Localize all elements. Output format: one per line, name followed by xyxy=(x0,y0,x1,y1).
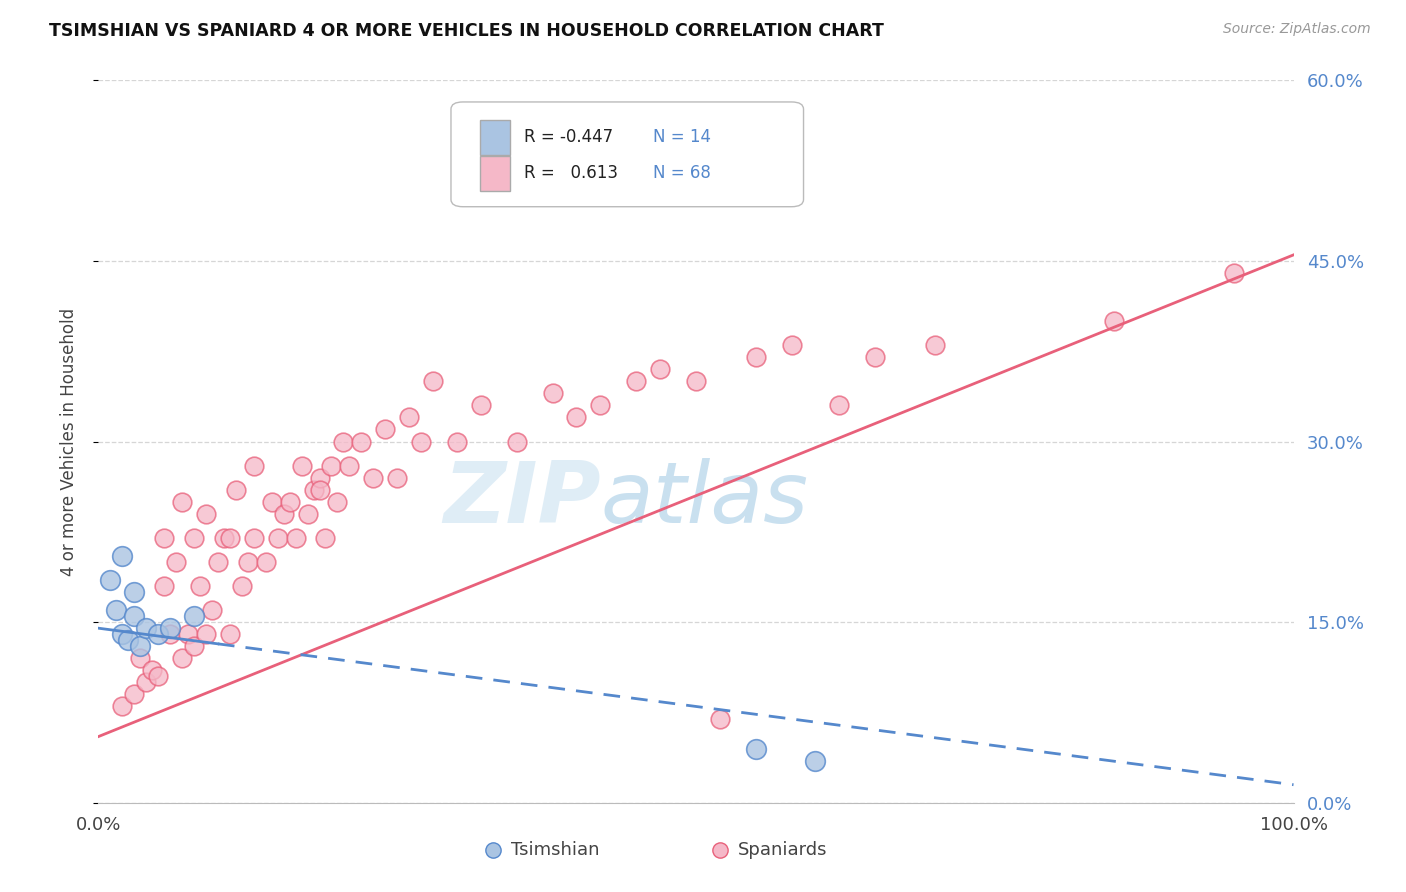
Point xyxy=(177,627,200,641)
Point xyxy=(195,627,218,641)
Point xyxy=(135,621,157,635)
Point xyxy=(308,471,330,485)
Point xyxy=(326,494,349,508)
Text: atlas: atlas xyxy=(600,458,808,541)
Point xyxy=(470,398,492,412)
Text: Tsimshian: Tsimshian xyxy=(510,841,599,859)
Point xyxy=(302,483,325,497)
Point xyxy=(195,507,218,521)
Point xyxy=(315,531,337,545)
Y-axis label: 4 or more Vehicles in Household: 4 or more Vehicles in Household xyxy=(59,308,77,575)
Text: Source: ZipAtlas.com: Source: ZipAtlas.com xyxy=(1223,22,1371,37)
Point xyxy=(321,458,343,473)
Point xyxy=(188,579,211,593)
Point xyxy=(422,375,444,389)
Point xyxy=(129,639,152,653)
Point xyxy=(183,609,205,624)
Point xyxy=(541,386,564,401)
Point xyxy=(172,651,194,665)
Point xyxy=(385,471,409,485)
Point xyxy=(308,483,330,497)
Point xyxy=(291,458,314,473)
Point xyxy=(124,609,146,624)
Point xyxy=(565,410,588,425)
Point xyxy=(117,633,139,648)
Point xyxy=(225,483,247,497)
Point xyxy=(219,531,242,545)
Point xyxy=(124,687,146,701)
Point xyxy=(780,338,803,352)
Point xyxy=(1223,266,1246,280)
Point xyxy=(201,603,224,617)
Point xyxy=(111,627,134,641)
Point xyxy=(111,699,134,714)
Point xyxy=(243,458,266,473)
Text: N = 68: N = 68 xyxy=(652,164,711,183)
Point xyxy=(153,531,176,545)
FancyBboxPatch shape xyxy=(451,102,804,207)
Point xyxy=(332,434,354,449)
Text: N = 14: N = 14 xyxy=(652,128,711,146)
Point xyxy=(219,627,242,641)
Point xyxy=(297,507,319,521)
Point xyxy=(267,531,290,545)
Point xyxy=(284,531,307,545)
Point xyxy=(685,375,707,389)
FancyBboxPatch shape xyxy=(479,156,509,191)
Point xyxy=(411,434,433,449)
Point xyxy=(363,471,385,485)
Point xyxy=(804,754,827,768)
Point xyxy=(207,555,229,569)
Point xyxy=(172,494,194,508)
Point xyxy=(374,423,396,437)
Point xyxy=(350,434,373,449)
Point xyxy=(129,651,152,665)
Point xyxy=(260,494,283,508)
Point xyxy=(243,531,266,545)
Point xyxy=(111,549,134,563)
Point xyxy=(745,741,768,756)
Text: R = -0.447: R = -0.447 xyxy=(524,128,613,146)
Text: Spaniards: Spaniards xyxy=(738,841,827,859)
FancyBboxPatch shape xyxy=(479,120,509,154)
Point xyxy=(153,579,176,593)
Point xyxy=(148,669,170,683)
Point xyxy=(273,507,295,521)
Point xyxy=(626,375,648,389)
Point xyxy=(183,639,205,653)
Point xyxy=(650,362,672,376)
Point xyxy=(148,627,170,641)
Point xyxy=(236,555,259,569)
Point xyxy=(589,398,612,412)
Point xyxy=(446,434,468,449)
Point xyxy=(231,579,253,593)
Text: R =   0.613: R = 0.613 xyxy=(524,164,617,183)
Point xyxy=(398,410,420,425)
Point xyxy=(135,675,157,690)
Point xyxy=(98,573,122,587)
Point xyxy=(745,350,768,364)
Point xyxy=(865,350,887,364)
Point xyxy=(183,531,205,545)
Text: ZIP: ZIP xyxy=(443,458,600,541)
Point xyxy=(159,627,181,641)
Point xyxy=(165,555,187,569)
Point xyxy=(506,434,529,449)
Point xyxy=(924,338,946,352)
Point xyxy=(1104,314,1126,328)
Point xyxy=(828,398,851,412)
Point xyxy=(124,585,146,599)
Point xyxy=(141,664,163,678)
Point xyxy=(254,555,277,569)
Point xyxy=(105,603,128,617)
Text: TSIMSHIAN VS SPANIARD 4 OR MORE VEHICLES IN HOUSEHOLD CORRELATION CHART: TSIMSHIAN VS SPANIARD 4 OR MORE VEHICLES… xyxy=(49,22,884,40)
Point xyxy=(709,712,731,726)
Point xyxy=(339,458,361,473)
Point xyxy=(159,621,181,635)
Point xyxy=(212,531,235,545)
Point xyxy=(278,494,301,508)
